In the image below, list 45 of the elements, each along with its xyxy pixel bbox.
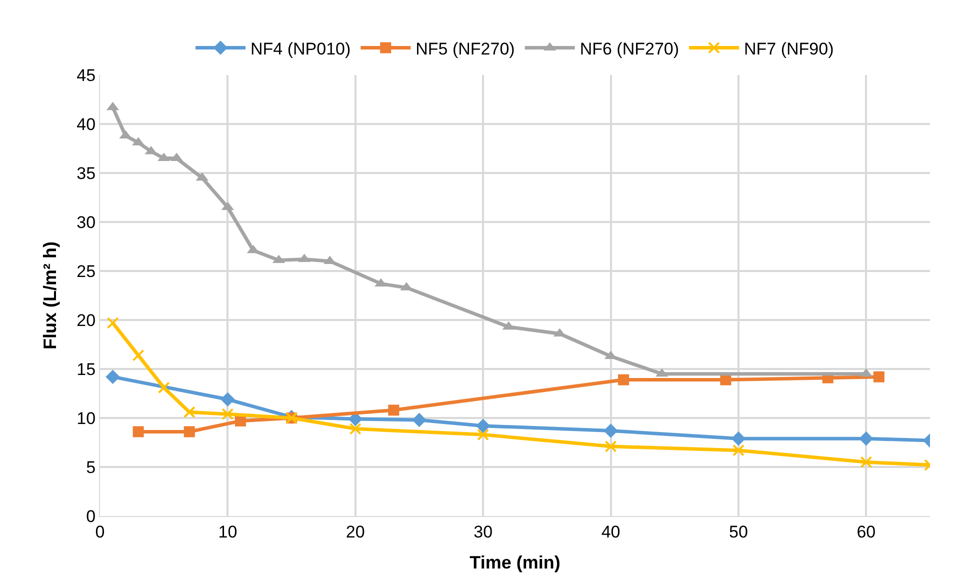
y-tick-label: 25: [76, 262, 96, 281]
point: [132, 349, 144, 362]
point: [873, 371, 884, 382]
y-tick-label: 45: [76, 66, 96, 85]
point: [106, 316, 119, 329]
point: [604, 424, 618, 438]
point: [732, 444, 744, 456]
point: [859, 431, 874, 446]
y-tick-label: 5: [86, 458, 96, 477]
point: [388, 404, 400, 416]
y-tick-label: 15: [76, 360, 96, 379]
x-tick-label: 20: [346, 522, 365, 542]
y-tick-label: 20: [76, 310, 96, 330]
y-tick-label: 10: [76, 408, 96, 428]
point: [618, 374, 630, 386]
y-tick-label: 30: [76, 212, 96, 232]
x-axis-title: Time (min): [470, 552, 560, 572]
point: [184, 426, 195, 438]
legend-label: NF4 (NP010): [250, 39, 351, 58]
point: [604, 440, 617, 452]
point: [477, 428, 490, 441]
y-axis-title: Flux (L/m² h): [40, 242, 60, 350]
legend-label: NF5 (NF270): [416, 39, 515, 58]
point: [158, 382, 170, 394]
point: [220, 392, 235, 407]
point: [412, 412, 426, 428]
point: [860, 456, 872, 468]
point: [183, 406, 196, 418]
x-tick-label: 10: [218, 522, 238, 542]
legend-label: NF6 (NF270): [580, 39, 680, 58]
x-tick-label: 50: [729, 522, 748, 542]
point: [720, 374, 732, 386]
point: [132, 426, 144, 438]
y-tick-label: 0: [86, 506, 96, 526]
point: [731, 431, 746, 446]
x-tick-label: 40: [601, 522, 620, 542]
x-tick-label: 30: [474, 522, 493, 542]
y-tick-label: 40: [76, 114, 96, 134]
x-tick-label: 60: [856, 522, 876, 542]
legend-label: NF7 (NF90): [744, 39, 834, 58]
point: [349, 422, 362, 435]
point: [222, 408, 234, 420]
point: [106, 370, 120, 384]
point: [476, 418, 490, 433]
y-tick-label: 35: [76, 164, 96, 183]
